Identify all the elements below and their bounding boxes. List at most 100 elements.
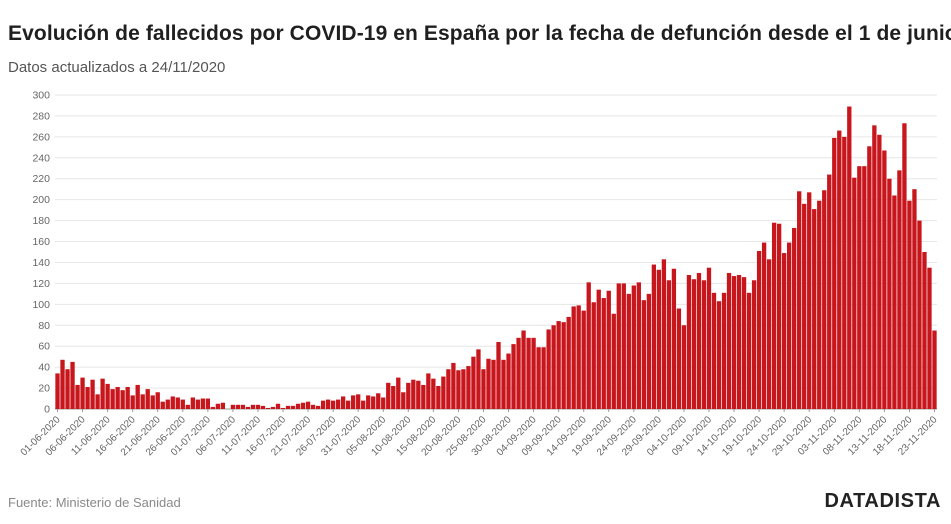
- bar: [371, 396, 376, 409]
- bar: [195, 399, 200, 409]
- bar: [175, 397, 180, 409]
- bar: [812, 209, 817, 409]
- y-tick-label: 240: [32, 152, 50, 164]
- bar: [280, 407, 286, 409]
- bar: [391, 385, 396, 409]
- bar: [546, 329, 551, 409]
- bar: [761, 242, 767, 409]
- bar: [842, 136, 847, 409]
- bar: [666, 280, 672, 409]
- bar: [75, 384, 80, 409]
- y-tick-label: 100: [32, 299, 50, 311]
- y-tick-label: 180: [32, 215, 50, 227]
- bar: [571, 306, 576, 409]
- bar: [170, 396, 175, 409]
- bar: [315, 405, 321, 409]
- bar: [476, 349, 481, 409]
- bar: [260, 405, 266, 409]
- bar: [335, 399, 341, 409]
- bar: [145, 389, 150, 409]
- bar: [140, 394, 145, 409]
- bar: [115, 387, 120, 409]
- bar: [596, 289, 601, 409]
- bar: [240, 404, 246, 409]
- bar: [130, 395, 135, 409]
- bar: [396, 377, 401, 409]
- bar: [621, 283, 626, 409]
- bar: [100, 378, 105, 409]
- bar: [325, 399, 331, 409]
- source-note: Fuente: Ministerio de Sanidad: [8, 495, 181, 510]
- bar: [446, 369, 451, 409]
- bar: [576, 305, 581, 409]
- bar: [872, 125, 877, 409]
- bar: [827, 174, 832, 409]
- bar: [366, 395, 371, 409]
- bar: [491, 359, 496, 409]
- chart-subtitle: Datos actualizados a 24/11/2020: [8, 59, 226, 76]
- bar: [376, 393, 381, 409]
- bar: [230, 404, 236, 409]
- bar: [626, 293, 631, 409]
- bar: [501, 359, 506, 409]
- bar: [616, 283, 621, 409]
- bar: [611, 313, 616, 409]
- bar: [215, 403, 221, 409]
- bar: [551, 325, 556, 409]
- bar: [346, 400, 351, 409]
- bar: [641, 300, 646, 409]
- bar: [932, 330, 937, 409]
- bar: [591, 302, 596, 409]
- bar: [922, 252, 927, 409]
- bar: [401, 392, 406, 409]
- y-tick-label: 80: [38, 320, 50, 332]
- bar: [817, 200, 822, 409]
- bar: [310, 404, 316, 409]
- bar: [792, 227, 797, 409]
- bar: [381, 397, 386, 409]
- bar: [636, 282, 641, 409]
- bar: [511, 344, 516, 409]
- bar: [506, 353, 511, 409]
- bar: [285, 405, 291, 409]
- bar: [235, 404, 241, 409]
- bar: [135, 384, 140, 409]
- bar: [902, 123, 907, 409]
- bar: [741, 277, 747, 409]
- bar: [436, 385, 441, 409]
- bar: [862, 166, 867, 409]
- bar: [726, 272, 732, 409]
- bar: [681, 325, 687, 409]
- bar: [706, 267, 712, 409]
- bar: [356, 394, 361, 409]
- bar: [887, 178, 892, 409]
- x-axis: 01-06-202006-06-202011-06-202016-06-2020…: [19, 409, 940, 458]
- bar: [651, 264, 657, 409]
- bar: [787, 242, 792, 409]
- bar: [676, 308, 682, 409]
- bar: [456, 370, 461, 409]
- bar: [781, 253, 787, 409]
- bar: [150, 395, 155, 409]
- brand-logo: DATADISTA: [824, 490, 941, 512]
- bar: [361, 400, 366, 409]
- bar: [766, 259, 772, 409]
- bar: [521, 330, 526, 409]
- bar: [200, 398, 205, 409]
- bar: [300, 402, 306, 409]
- bar: [295, 403, 301, 409]
- bar: [822, 190, 827, 409]
- bar: [867, 146, 872, 409]
- bar: [526, 337, 531, 409]
- bar: [907, 200, 912, 409]
- bar: [566, 316, 571, 409]
- bar: [416, 380, 421, 409]
- bar: [421, 384, 426, 409]
- y-tick-label: 260: [32, 131, 50, 143]
- bar: [897, 170, 902, 409]
- bar: [807, 192, 812, 409]
- bar: [120, 390, 125, 409]
- bar: [686, 275, 692, 409]
- y-tick-label: 140: [32, 257, 50, 269]
- bar: [471, 356, 476, 409]
